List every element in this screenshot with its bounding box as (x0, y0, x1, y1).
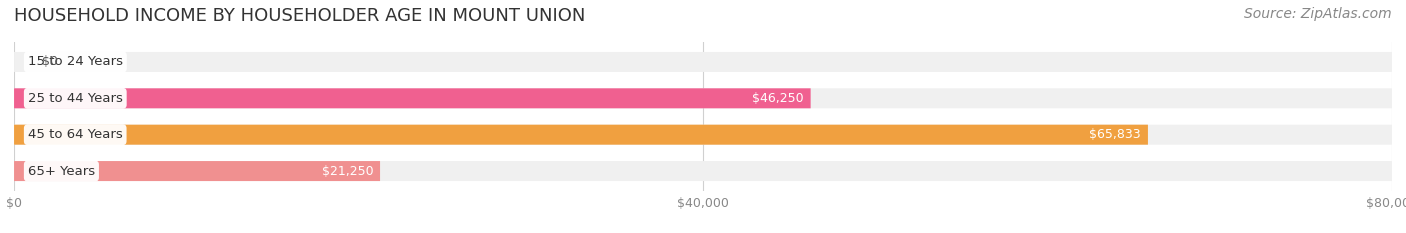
Text: $0: $0 (42, 55, 58, 69)
FancyBboxPatch shape (14, 88, 811, 108)
Text: $65,833: $65,833 (1090, 128, 1142, 141)
FancyBboxPatch shape (14, 125, 1147, 145)
FancyBboxPatch shape (14, 161, 1392, 181)
Text: 15 to 24 Years: 15 to 24 Years (28, 55, 122, 69)
Text: 25 to 44 Years: 25 to 44 Years (28, 92, 122, 105)
FancyBboxPatch shape (14, 88, 1392, 108)
Text: 65+ Years: 65+ Years (28, 164, 96, 178)
Text: $46,250: $46,250 (752, 92, 804, 105)
FancyBboxPatch shape (14, 161, 380, 181)
Text: Source: ZipAtlas.com: Source: ZipAtlas.com (1244, 7, 1392, 21)
Text: $21,250: $21,250 (322, 164, 373, 178)
Text: 45 to 64 Years: 45 to 64 Years (28, 128, 122, 141)
FancyBboxPatch shape (14, 125, 1392, 145)
FancyBboxPatch shape (14, 52, 1392, 72)
Text: HOUSEHOLD INCOME BY HOUSEHOLDER AGE IN MOUNT UNION: HOUSEHOLD INCOME BY HOUSEHOLDER AGE IN M… (14, 7, 585, 25)
